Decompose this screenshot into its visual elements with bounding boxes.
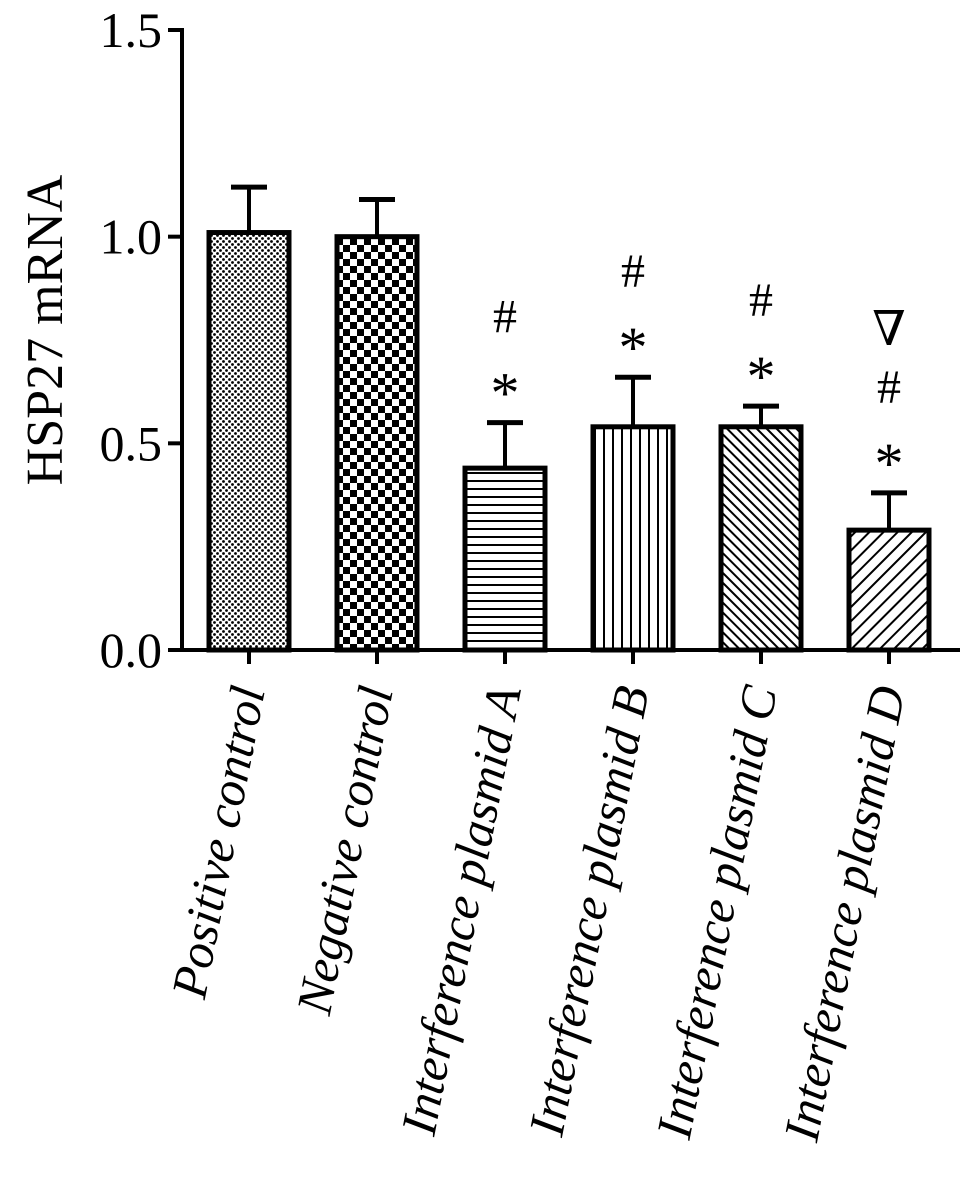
significance-marker: # (621, 245, 645, 298)
bar (590, 424, 676, 653)
x-tick-label: Interference plasmid A (390, 681, 532, 1140)
x-tick-label: Positive control (160, 681, 275, 1003)
y-axis-label: HSP27 mRNA (17, 174, 74, 485)
significance-marker: # (877, 361, 901, 414)
bar (206, 230, 292, 653)
y-tick-label: 0.0 (100, 622, 163, 678)
significance-markers: *# *#*#*#∇ (491, 245, 906, 496)
significance-marker: ∇ (872, 303, 906, 356)
bar (334, 234, 420, 653)
y-tick-label: 1.0 (100, 209, 163, 265)
significance-marker: * (491, 361, 520, 426)
significance-marker: # (749, 274, 773, 327)
x-tick-label: Negative control (285, 681, 404, 1019)
significance-marker: * (619, 315, 648, 380)
axes (180, 28, 960, 652)
y-tick-label: 1.5 (100, 2, 163, 58)
y-ticks: 0.0 0.5 1.0 1.5 (100, 2, 182, 678)
bar (718, 424, 804, 653)
x-tick-label: Interference plasmid B (518, 681, 660, 1141)
bar (846, 527, 932, 653)
bars (206, 184, 932, 664)
y-tick-label: 0.5 (100, 415, 163, 471)
significance-marker: # (493, 291, 517, 344)
significance-marker: * (747, 344, 776, 409)
bar (462, 465, 548, 653)
x-tick-label: Interference plasmid D (772, 681, 915, 1146)
x-tick-label: Interference plasmid C (645, 681, 788, 1144)
significance-marker: * (875, 431, 904, 496)
x-tick-labels: Positive control Negative controlInterfer… (160, 681, 915, 1147)
